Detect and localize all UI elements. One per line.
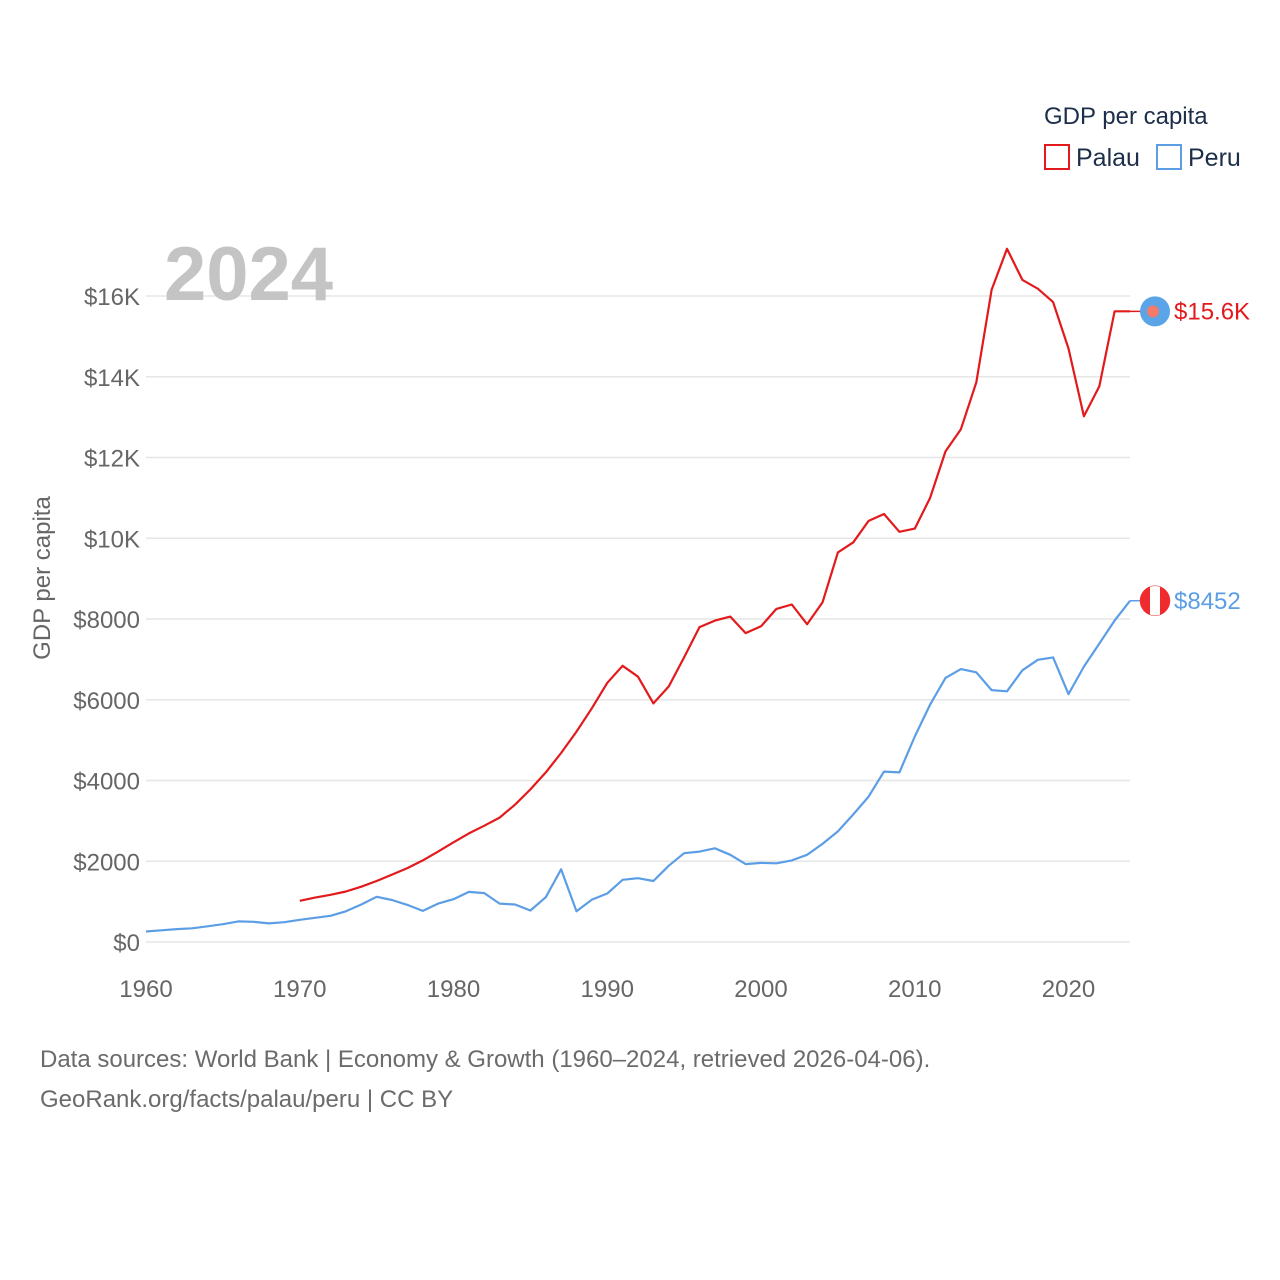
- year-label: 2024: [164, 232, 333, 317]
- end-value-label-palau: $15.6K: [1174, 298, 1250, 325]
- x-axis: 1960 1970 1980 1990 2000 2010 2020: [119, 976, 1095, 1003]
- y-tick-label: $6000: [73, 688, 140, 715]
- legend-swatch-palau[interactable]: [1044, 144, 1070, 170]
- y-axis: $0 $2000 $4000 $6000 $8000 $10K $12K $14K $16K: [73, 284, 140, 957]
- y-tick-label: $4000: [73, 769, 140, 796]
- x-tick-label: 1960: [119, 976, 172, 1003]
- legend-label-palau[interactable]: Palau: [1076, 144, 1140, 172]
- source-line-site[interactable]: GeoRank.org/facts/palau/peru | CC BY: [40, 1086, 454, 1113]
- end-markers: $15.6K $8452: [1130, 296, 1250, 617]
- legend: GDP per capita Palau Peru: [1044, 103, 1241, 172]
- y-tick-label: $16K: [84, 284, 140, 311]
- y-tick-label: $0: [113, 930, 140, 957]
- gdp-line-chart: $0 $2000 $4000 $6000 $8000 $10K $12K $14K $16K 1…: [29, 103, 1250, 1003]
- y-tick-label: $2000: [73, 849, 140, 876]
- y-tick-label: $8000: [73, 607, 140, 634]
- y-tick-label: $12K: [84, 446, 140, 473]
- y-tick-label: $14K: [84, 365, 140, 392]
- grid: [146, 295, 1130, 943]
- y-tick-label: $10K: [84, 526, 140, 553]
- x-tick-label: 1970: [273, 976, 326, 1003]
- x-tick-label: 2020: [1042, 976, 1095, 1003]
- legend-label-peru[interactable]: Peru: [1188, 144, 1241, 172]
- x-tick-label: 2010: [888, 976, 941, 1003]
- source-note: Data sources: World Bank | Economy & Gro…: [40, 1040, 1240, 1120]
- flag-icon-peru: [1139, 585, 1171, 617]
- series-line-palau[interactable]: [299, 247, 1130, 902]
- x-tick-label: 2000: [734, 976, 787, 1003]
- flag-icon-palau: [1140, 296, 1170, 327]
- legend-title: GDP per capita: [1044, 103, 1208, 130]
- source-line-data: Data sources: World Bank | Economy & Gro…: [40, 1046, 931, 1073]
- legend-swatch-peru[interactable]: [1156, 144, 1182, 170]
- series-layer: [145, 247, 1131, 933]
- y-axis-title: GDP per capita: [29, 496, 56, 660]
- x-tick-label: 1980: [427, 976, 480, 1003]
- series-line-peru[interactable]: [145, 600, 1131, 933]
- end-value-label-peru: $8452: [1174, 588, 1241, 615]
- x-tick-label: 1990: [581, 976, 634, 1003]
